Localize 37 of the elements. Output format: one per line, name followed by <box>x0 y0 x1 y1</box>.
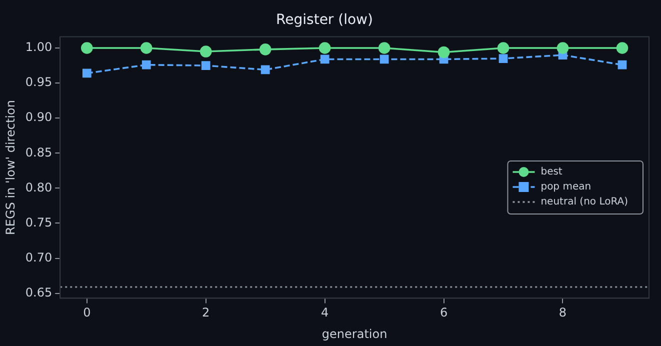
point <box>438 46 450 58</box>
point <box>140 42 152 54</box>
y-tick-label: 0.85 <box>25 145 52 160</box>
point <box>498 54 508 63</box>
point <box>380 54 389 64</box>
y-tick-label: 0.65 <box>25 285 52 300</box>
x-tick-label: 0 <box>83 306 91 320</box>
point <box>201 61 210 70</box>
x-axis-title: generation <box>322 326 388 341</box>
point <box>260 65 270 74</box>
point <box>80 42 93 54</box>
point <box>318 42 331 54</box>
y-tick-label: 0.75 <box>25 215 52 230</box>
point <box>142 60 151 70</box>
point <box>556 42 569 54</box>
y-tick-label: 0.70 <box>25 250 52 264</box>
x-tick-label: 2 <box>202 306 210 320</box>
legend-label: pop mean <box>540 182 592 193</box>
y-axis-title: REGS in 'low' direction <box>3 100 18 235</box>
point <box>320 54 330 64</box>
y-tick-label: 0.80 <box>25 180 52 194</box>
chart-title: Register (low) <box>276 12 373 28</box>
point <box>618 60 627 70</box>
y-tick-label: 1.00 <box>25 40 52 54</box>
point <box>378 42 390 54</box>
legend-label: neutral (no LoRA) <box>540 196 628 208</box>
x-tick-label: 8 <box>558 306 567 320</box>
point <box>259 44 272 56</box>
point <box>497 42 510 54</box>
point <box>82 68 92 78</box>
legend-label: best <box>540 166 562 178</box>
y-tick-label: 0.90 <box>25 110 52 124</box>
x-tick-label: 6 <box>440 306 448 320</box>
y-tick-label: 0.95 <box>25 75 52 90</box>
point <box>616 42 628 54</box>
point <box>200 46 212 58</box>
x-tick-label: 4 <box>321 306 329 320</box>
